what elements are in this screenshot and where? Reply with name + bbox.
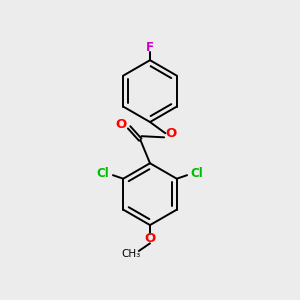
- Text: Cl: Cl: [190, 167, 203, 180]
- Text: Cl: Cl: [97, 167, 110, 180]
- Text: O: O: [144, 232, 156, 245]
- Text: CH₃: CH₃: [121, 249, 140, 259]
- Text: O: O: [165, 127, 176, 140]
- Text: O: O: [115, 118, 127, 131]
- Text: F: F: [146, 41, 154, 54]
